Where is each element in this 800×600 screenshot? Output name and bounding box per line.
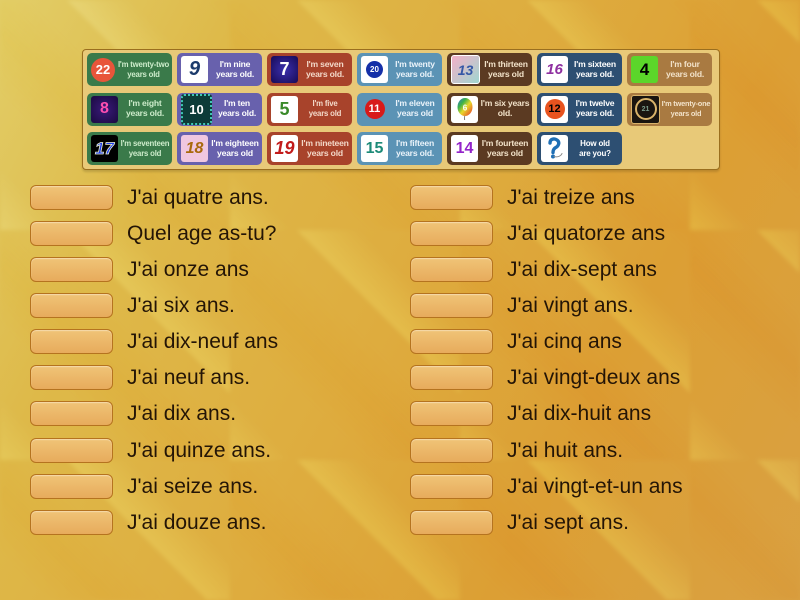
svg-text:6: 6 xyxy=(462,104,467,113)
